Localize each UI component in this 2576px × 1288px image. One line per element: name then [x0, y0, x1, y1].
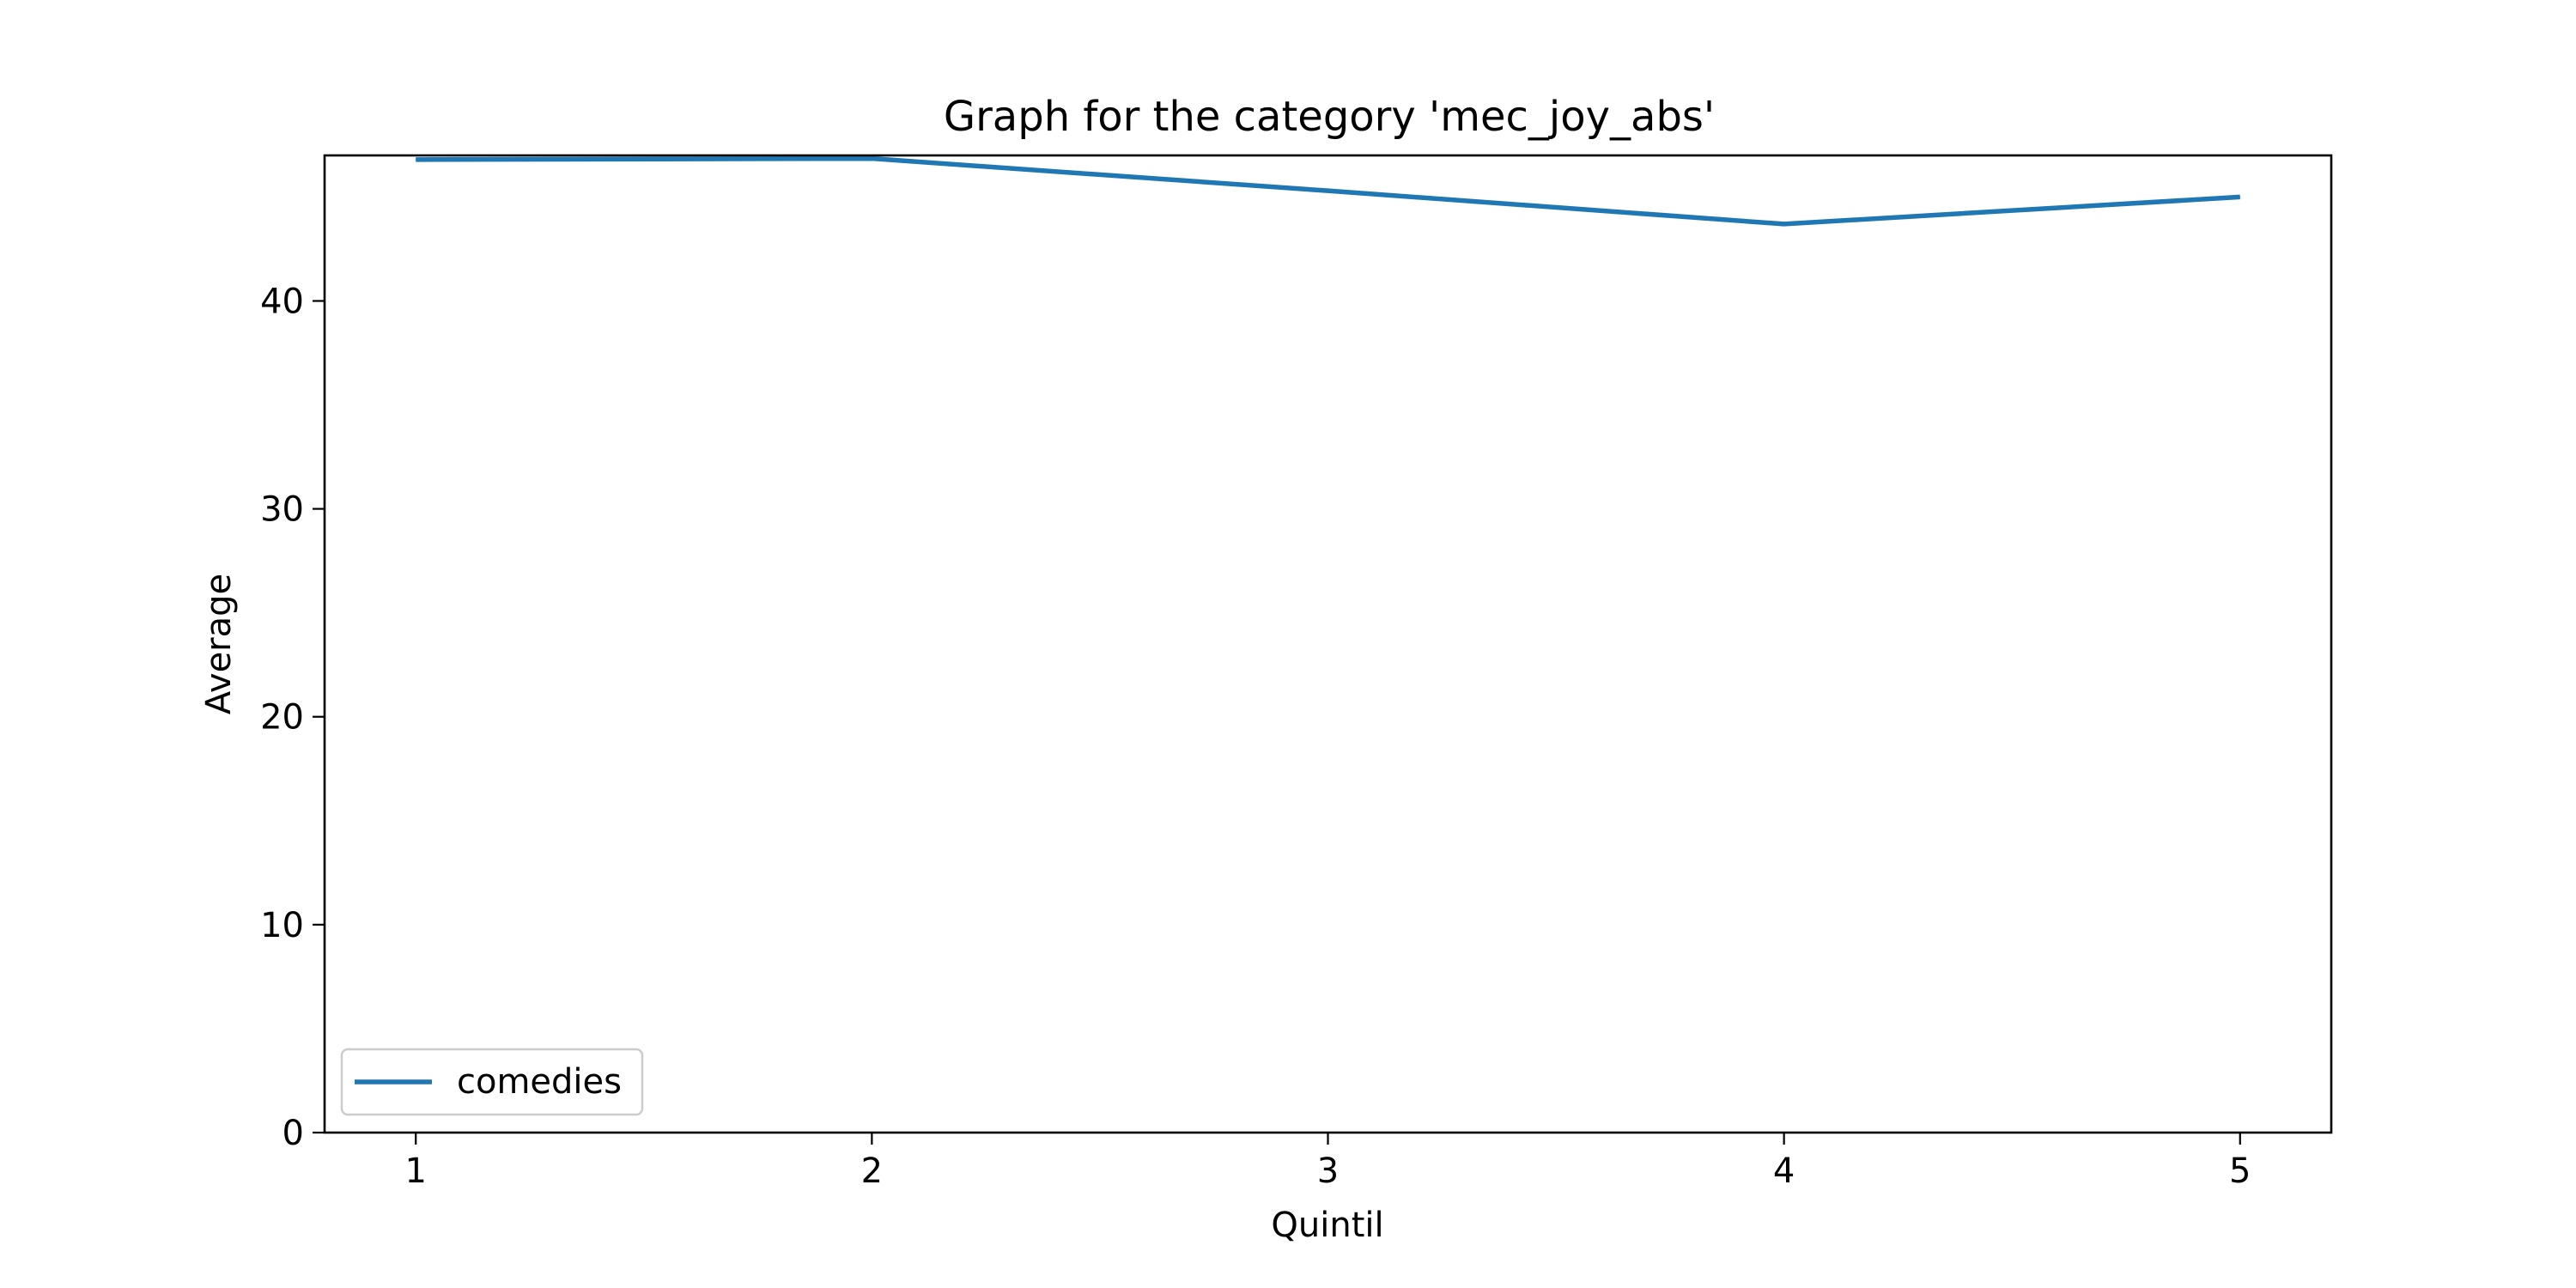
- chart-title: Graph for the category 'mec_joy_abs': [944, 93, 1715, 141]
- x-tick-label: 3: [1317, 1151, 1339, 1191]
- legend: comedies: [340, 1048, 644, 1116]
- y-axis-label: Average: [199, 574, 239, 714]
- y-tick-label: 20: [260, 698, 304, 738]
- x-tick-label: 5: [2229, 1151, 2251, 1191]
- x-tick-label: 4: [1773, 1151, 1795, 1191]
- plot-area: [415, 155, 2241, 227]
- data-point: [1783, 223, 1785, 225]
- x-tick-label: 1: [405, 1151, 427, 1191]
- y-tick-label: 40: [260, 282, 304, 321]
- y-tick-label: 0: [283, 1114, 304, 1153]
- y-tick-label: 10: [260, 906, 304, 945]
- legend-label-comedies: comedies: [457, 1062, 622, 1102]
- x-tick-label: 2: [861, 1151, 883, 1191]
- legend-box: [340, 1048, 644, 1116]
- y-tick-label: 30: [260, 490, 304, 530]
- x-axis-label: Quintil: [1271, 1206, 1383, 1245]
